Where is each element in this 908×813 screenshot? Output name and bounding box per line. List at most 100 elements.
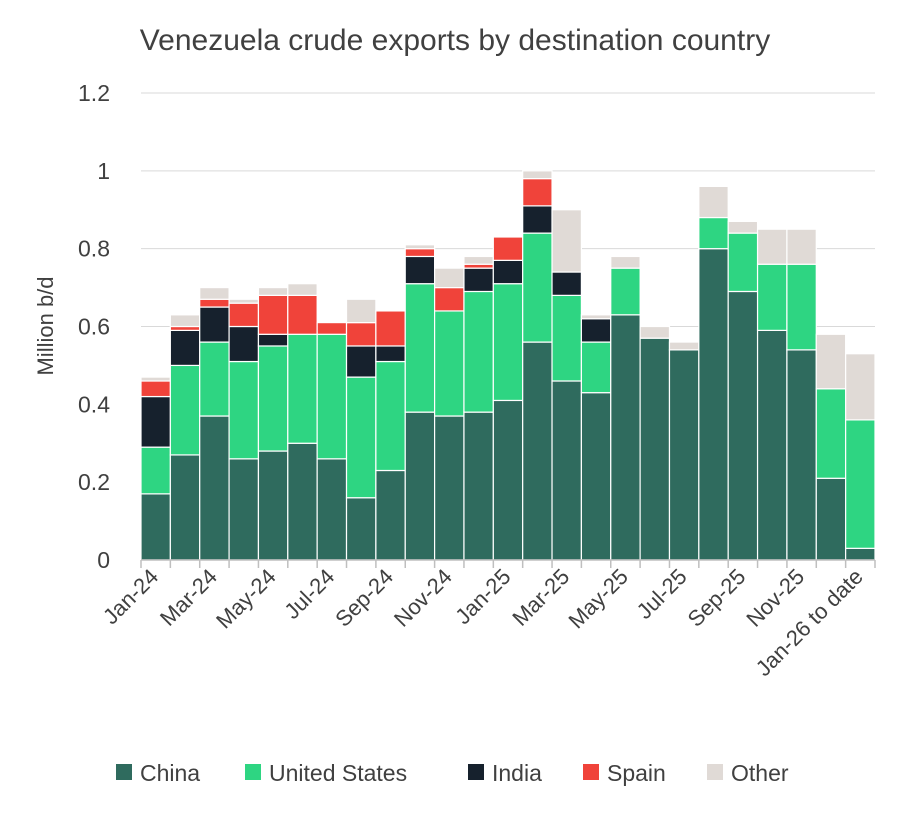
bar-segment-united-states xyxy=(815,388,847,479)
bar-segment-other xyxy=(140,376,171,382)
bar-segment-united-states xyxy=(845,419,876,549)
legend-label: China xyxy=(140,760,200,786)
bar-segment-india xyxy=(228,325,260,363)
bar-segment-other xyxy=(845,353,876,421)
bar-segment-other xyxy=(610,255,641,269)
bar-segment-china xyxy=(580,392,612,561)
bar-segment-china xyxy=(815,477,847,561)
bar-segment-india xyxy=(404,255,436,285)
bar-segment-china xyxy=(199,415,230,561)
bar-segment-spain xyxy=(257,294,289,335)
bar-segment-china xyxy=(463,411,494,561)
bar-segment-china xyxy=(228,458,260,561)
y-tick-label: 0.6 xyxy=(78,314,110,340)
y-tick-label: 0.8 xyxy=(78,236,110,262)
bar-segment-china xyxy=(434,415,465,561)
x-tick-label: May-25 xyxy=(563,564,633,634)
bar-segment-other xyxy=(463,255,494,265)
chart-title: Venezuela crude exports by destination c… xyxy=(140,24,770,57)
bar-segment-india xyxy=(257,333,289,347)
bar-segment-other xyxy=(345,298,377,324)
bar-segment-china xyxy=(169,454,201,561)
bar-segment-china xyxy=(522,341,553,561)
bar-segment-india xyxy=(551,271,582,296)
bar-segment-other xyxy=(727,220,759,234)
x-axis: Jan-24Mar-24May-24Jul-24Sep-24Nov-24Jan-… xyxy=(98,559,876,681)
bar-segment-united-states xyxy=(786,263,817,351)
bar-segment-india xyxy=(140,395,171,448)
bar-segment-united-states xyxy=(375,360,406,472)
bar-segment-china xyxy=(257,450,289,561)
bar-segment-china xyxy=(140,493,171,561)
x-tick-label: Mar-25 xyxy=(507,564,574,631)
y-tick-label: 0 xyxy=(97,547,110,573)
bar-segment-spain xyxy=(375,310,406,347)
bar-segment-spain xyxy=(287,294,318,335)
bar-segment-other xyxy=(786,228,817,265)
y-tick-label: 1.2 xyxy=(78,80,110,106)
bar-segment-united-states xyxy=(756,263,788,331)
bar-segment-other xyxy=(228,298,260,304)
bar-segment-other xyxy=(404,244,436,250)
x-tick-label: May-24 xyxy=(211,564,281,634)
bar-segment-other xyxy=(287,283,318,296)
x-tick-label: Jan-24 xyxy=(98,564,163,629)
legend-swatch-spain xyxy=(583,764,599,780)
x-tick-label: Nov-24 xyxy=(389,564,457,632)
legend-label: Spain xyxy=(607,760,666,786)
bar-segment-india xyxy=(492,259,524,285)
y-tick-label: 0.4 xyxy=(78,391,110,417)
y-tick-label: 1 xyxy=(97,158,110,184)
bar-segment-china xyxy=(756,329,788,561)
bar-segment-united-states xyxy=(463,290,494,413)
x-tick-label: Jan-25 xyxy=(450,564,515,629)
bar-segment-united-states xyxy=(169,364,201,456)
bar-segment-china xyxy=(316,458,348,561)
bar-segment-united-states xyxy=(522,232,553,343)
bar-segment-spain xyxy=(228,302,260,328)
y-axis-label: Million b/d xyxy=(33,276,58,375)
bar-segment-united-states xyxy=(316,333,348,460)
bars xyxy=(140,170,876,561)
bar-segment-china xyxy=(668,349,700,561)
bar-segment-united-states xyxy=(404,283,436,413)
bar-segment-india xyxy=(580,318,612,343)
bar-segment-united-states xyxy=(287,333,318,444)
bar-segment-united-states xyxy=(727,232,759,293)
x-tick-label: Sep-24 xyxy=(330,564,398,632)
legend-label: United States xyxy=(269,760,407,786)
bar-segment-spain xyxy=(316,322,348,335)
x-tick-label: Jan-26 to date xyxy=(751,564,868,681)
bar-segment-other xyxy=(580,314,612,320)
bar-segment-united-states xyxy=(698,216,729,250)
bar-segment-other xyxy=(257,286,289,296)
bar-segment-india xyxy=(345,345,377,378)
bar-segment-china xyxy=(610,314,641,561)
bar-segment-spain xyxy=(404,248,436,258)
bar-segment-spain xyxy=(522,178,553,207)
legend: China United States India Spain Other xyxy=(116,760,789,786)
bar-segment-spain xyxy=(434,286,465,312)
bar-segment-other xyxy=(169,314,201,328)
bar-segment-china xyxy=(404,411,436,561)
bar-segment-united-states xyxy=(140,446,171,495)
bar-segment-other xyxy=(639,325,671,339)
bar-segment-united-states xyxy=(345,376,377,499)
bar-segment-other xyxy=(199,286,230,300)
bar-segment-china xyxy=(727,290,759,561)
bar-segment-china xyxy=(551,380,582,561)
bar-segment-india xyxy=(199,306,230,343)
bar-segment-united-states xyxy=(199,341,230,417)
bar-segment-china xyxy=(375,469,406,561)
bar-segment-united-states xyxy=(228,360,260,460)
x-tick-label: Sep-25 xyxy=(683,564,751,632)
bar-segment-china xyxy=(345,497,377,561)
bar-segment-india xyxy=(522,205,553,234)
y-tick-label: 0.2 xyxy=(78,469,110,495)
bar-segment-china xyxy=(492,399,524,561)
bar-segment-spain xyxy=(140,380,171,398)
bar-segment-united-states xyxy=(257,345,289,452)
bar-segment-other xyxy=(522,170,553,180)
bar-segment-other xyxy=(698,185,729,219)
